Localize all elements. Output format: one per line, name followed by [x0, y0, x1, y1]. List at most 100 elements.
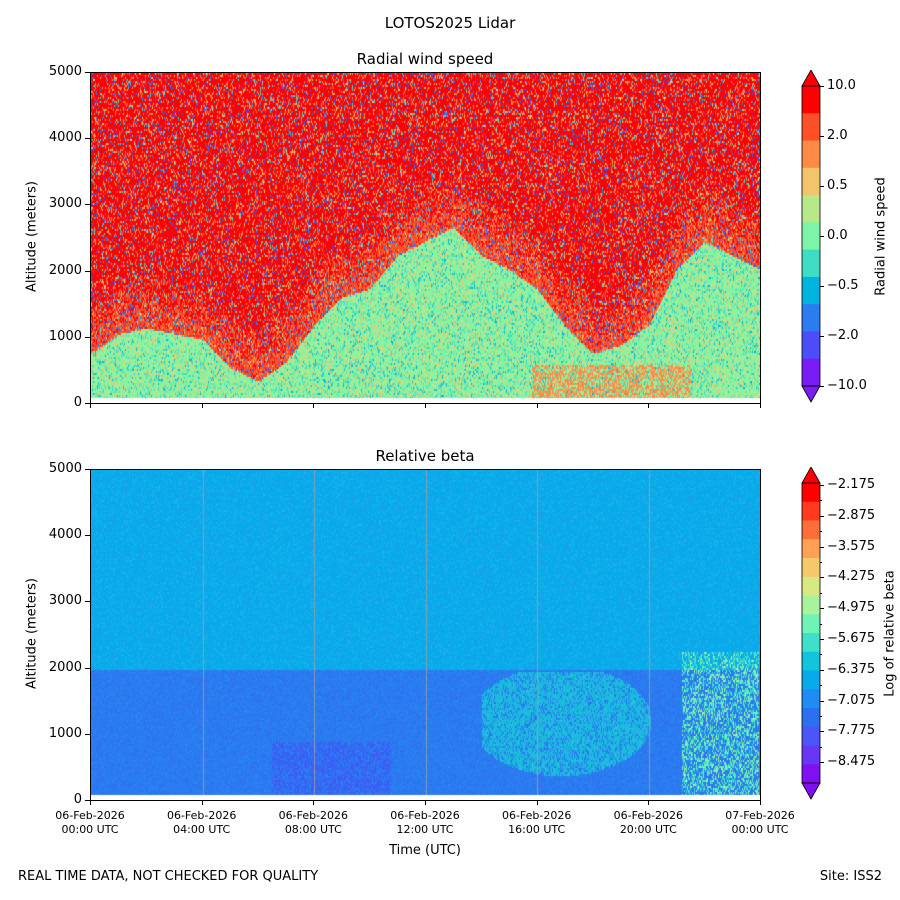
colorbar-tick: [820, 136, 824, 137]
colorbar-minor-tick: [820, 685, 822, 687]
beta-colorbar-frame: [801, 482, 821, 784]
y-tick-label: 5000: [48, 64, 82, 79]
wind-colorbar-band: [802, 276, 820, 305]
x-tick: [648, 403, 650, 408]
x-tick-label: 06-Feb-2026 04:00 UTC: [166, 809, 237, 836]
colorbar-tick: [820, 336, 824, 337]
y-tick-label: 0: [73, 395, 82, 410]
wind-colorbar-band: [802, 304, 820, 332]
x-tick-label: 06-Feb-2026 00:00 UTC: [55, 809, 125, 836]
y-tick-label: 1000: [48, 725, 82, 741]
x-tick-label: 07-Feb-2026 00:00 UTC: [725, 809, 795, 836]
y-tick-label: 3000: [48, 593, 82, 609]
colorbar-tick-label: −2.875: [827, 507, 876, 523]
wind-heatmap: [91, 73, 760, 403]
beta-colorbar-band: [802, 708, 820, 728]
x-axis-label: Time (UTC): [389, 843, 461, 858]
beta-colorbar-band: [802, 651, 820, 671]
wind-colorbar-band: [802, 195, 820, 223]
x-tick: [90, 403, 91, 408]
colorbar-tick: [820, 639, 824, 640]
colorbar-minor-tick: [820, 592, 822, 594]
beta-colorbar-band: [802, 595, 820, 615]
colorbar-tick: [820, 186, 824, 187]
y-tick: [85, 138, 90, 140]
beta-colorbar-band: [802, 483, 820, 503]
colorbar-tick: [820, 731, 824, 733]
x-tick: [90, 800, 91, 805]
beta-colorbar-band: [802, 689, 820, 709]
colorbar-minor-tick: [820, 746, 822, 748]
colorbar-tick: [820, 700, 824, 702]
x-tick: [760, 800, 761, 805]
figure-suptitle: LOTOS2025 Lidar: [384, 14, 516, 32]
wind-colorbar-band: [802, 167, 820, 196]
colorbar-tick: [820, 485, 824, 486]
colorbar-tick-label: −5.675: [827, 631, 876, 646]
x-tick: [313, 800, 315, 805]
beta-colorbar-band: [802, 501, 820, 521]
wind-colorbar-band: [802, 331, 820, 360]
colorbar-tick: [820, 86, 824, 87]
y-tick: [85, 72, 90, 73]
colorbar-tick: [820, 386, 824, 387]
beta-colorbar-band: [802, 726, 820, 746]
y-tick-label: 2000: [48, 659, 82, 675]
beta-plot-area: [90, 469, 761, 801]
beta-colorbar-band: [802, 745, 820, 765]
y-tick: [85, 336, 90, 338]
colorbar-tick-label: −4.975: [827, 600, 876, 616]
y-tick: [85, 204, 90, 206]
colorbar-tick-label: −2.175: [827, 477, 876, 492]
x-tick: [536, 800, 538, 805]
beta-heatmap: [91, 470, 760, 800]
y-tick: [85, 733, 90, 735]
beta-panel-title: Relative beta: [375, 447, 475, 465]
x-tick-label: 06-Feb-2026 08:00 UTC: [278, 809, 349, 836]
wind-colorbar-band: [802, 358, 820, 387]
colorbar-tick: [820, 546, 824, 548]
colorbar-tick: [820, 577, 824, 579]
colorbar-tick-label: −2.0: [827, 328, 859, 343]
beta-colorbar-band: [802, 576, 820, 596]
x-tick: [648, 800, 650, 805]
colorbar-tick-label: −7.775: [827, 723, 876, 739]
beta-colorbar-label: Log of relative beta: [882, 570, 898, 697]
y-tick: [85, 800, 90, 801]
colorbar-tick-label: −6.375: [827, 661, 876, 677]
y-tick: [85, 270, 90, 272]
y-tick-label: 2000: [48, 262, 82, 278]
colorbar-tick-label: 10.0: [827, 78, 856, 93]
colorbar-tick-label: −8.475: [827, 754, 876, 770]
colorbar-tick-label: −7.075: [827, 692, 876, 708]
beta-colorbar-extend-max: [801, 467, 821, 484]
x-tick-label: 06-Feb-2026 16:00 UTC: [501, 809, 572, 836]
beta-colorbar-band: [802, 764, 820, 784]
y-tick: [85, 403, 90, 404]
colorbar-tick-label: 0.0: [827, 228, 848, 243]
beta-colorbar-band: [802, 633, 820, 653]
x-tick: [425, 800, 426, 805]
beta-colorbar-band: [802, 520, 820, 540]
wind-colorbar-extend-max: [801, 70, 821, 87]
wind-colorbar-band: [802, 86, 820, 114]
colorbar-minor-tick: [820, 500, 822, 502]
y-tick-label: 4000: [48, 130, 82, 146]
colorbar-minor-tick: [820, 716, 822, 717]
x-tick: [313, 403, 315, 408]
site-label: Site: ISS2: [819, 869, 882, 884]
wind-colorbar-band: [802, 113, 820, 142]
beta-colorbar-band: [802, 539, 820, 559]
x-tick: [201, 800, 203, 805]
wind-colorbar-extend-min: [801, 385, 821, 403]
y-tick: [85, 469, 90, 470]
x-tick: [425, 403, 426, 408]
colorbar-tick: [820, 669, 824, 671]
wind-panel-title: Radial wind speed: [356, 50, 494, 68]
beta-y-axis-label: Altitude (meters): [24, 578, 40, 689]
y-tick-label: 1000: [48, 328, 82, 344]
beta-colorbar-extend-min: [801, 782, 821, 800]
beta-colorbar-band: [802, 558, 820, 578]
y-tick-label: 4000: [48, 527, 82, 543]
x-tick: [201, 403, 203, 408]
